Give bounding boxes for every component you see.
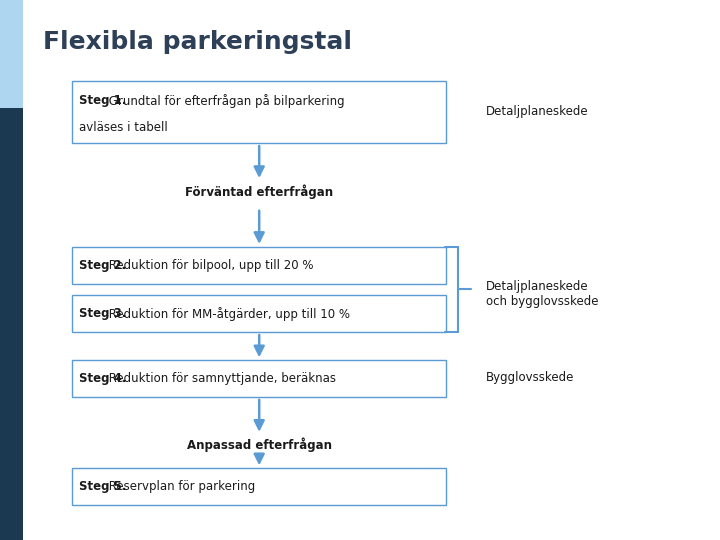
- Text: avläses i tabell: avläses i tabell: [79, 121, 168, 134]
- Text: Steg 3.: Steg 3.: [79, 307, 127, 320]
- Text: Detaljplaneskede
och bygglovsskede: Detaljplaneskede och bygglovsskede: [486, 280, 598, 308]
- Text: Bygglovsskede: Bygglovsskede: [486, 372, 575, 384]
- FancyBboxPatch shape: [72, 295, 446, 332]
- Text: Förväntad efterfrågan: Förväntad efterfrågan: [185, 185, 333, 199]
- Text: Grundtal för efterfrågan på bilparkering: Grundtal för efterfrågan på bilparkering: [105, 94, 345, 108]
- Text: Steg 1.: Steg 1.: [79, 94, 127, 107]
- Text: Anpassad efterfrågan: Anpassad efterfrågan: [186, 437, 332, 451]
- Text: Flexibla parkeringstal: Flexibla parkeringstal: [43, 30, 352, 53]
- Text: Reduktion för bilpool, upp till 20 %: Reduktion för bilpool, upp till 20 %: [105, 259, 314, 272]
- Text: Steg 4.: Steg 4.: [79, 372, 127, 385]
- FancyBboxPatch shape: [72, 360, 446, 397]
- FancyBboxPatch shape: [72, 468, 446, 505]
- Text: Detaljplaneskede: Detaljplaneskede: [486, 105, 589, 118]
- Text: Reduktion för MM-åtgärder, upp till 10 %: Reduktion för MM-åtgärder, upp till 10 %: [105, 307, 351, 321]
- Text: Reservplan för parkering: Reservplan för parkering: [105, 480, 256, 493]
- Bar: [0, 0, 23, 108]
- Text: Reduktion för samnyttjande, beräknas: Reduktion för samnyttjande, beräknas: [105, 372, 336, 385]
- Text: Steg 2.: Steg 2.: [79, 259, 127, 272]
- FancyBboxPatch shape: [72, 81, 446, 143]
- Text: Steg 5.: Steg 5.: [79, 480, 127, 493]
- FancyBboxPatch shape: [72, 247, 446, 284]
- Bar: [0, 108, 23, 540]
